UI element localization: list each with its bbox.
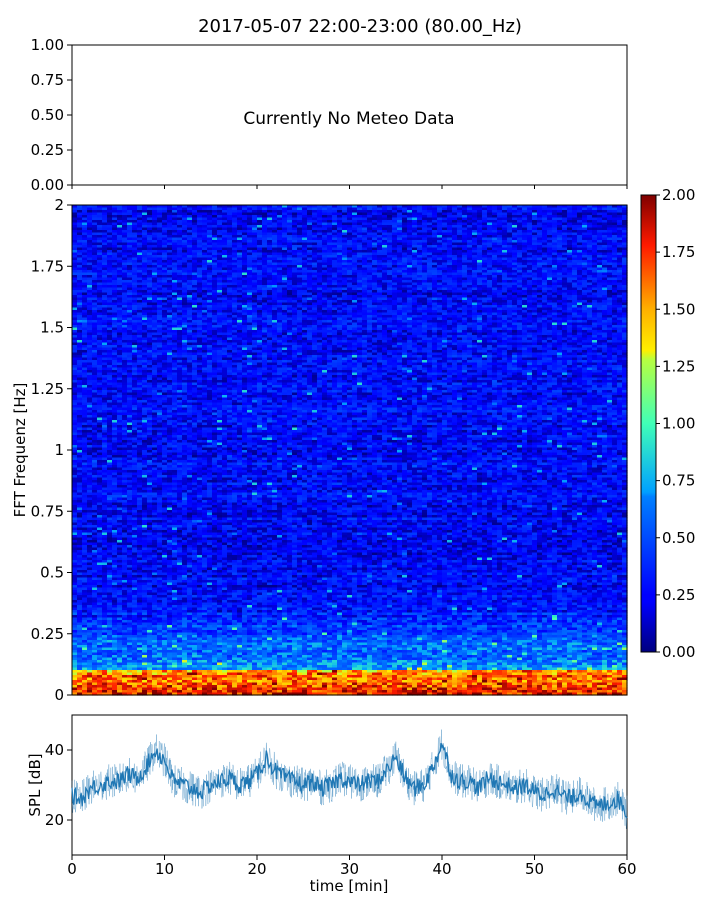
meteo-panel: Currently No Meteo Data 0.00 0.25 0.50 0.75… — [31, 36, 627, 194]
meteo-ytick-label: 1.00 — [31, 36, 64, 54]
spectrogram-heatmap — [72, 205, 628, 696]
meteo-ytick-label: 0.50 — [31, 106, 64, 124]
meteo-ytick-label: 0.75 — [31, 71, 64, 89]
meteo-ytick-label: 0.25 — [31, 141, 64, 159]
figure-title: 2017-05-07 22:00-23:00 (80.00_Hz) — [198, 16, 522, 37]
meteo-x-axis — [72, 185, 627, 189]
no-meteo-message: Currently No Meteo Data — [243, 109, 454, 129]
meteo-ytick-label: 0.00 — [31, 176, 64, 194]
meteo-y-axis: 0.00 0.25 0.50 0.75 1.00 — [31, 36, 72, 194]
